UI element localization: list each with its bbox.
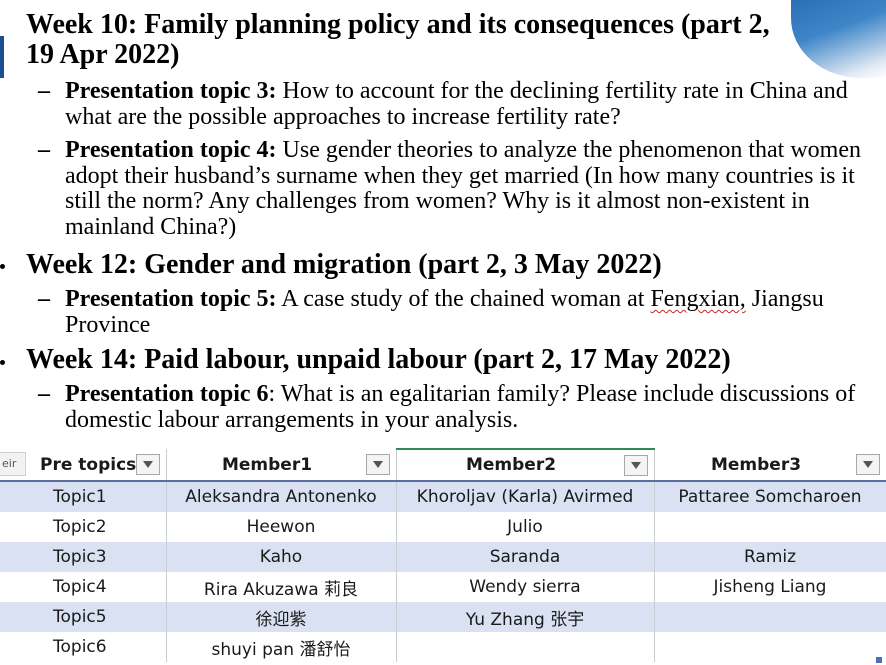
week10-heading-line1: Week 10: Family planning policy and its … [26,9,770,40]
spreadsheet-table: Pre topics Member1 Member2 Member3 Topic… [0,448,886,665]
table-cell[interactable] [654,512,886,542]
bullet-dash: – [38,381,50,407]
filter-dropdown-button[interactable] [136,454,160,475]
header-label: Member3 [710,454,802,475]
topic6-item: – Presentation topic 6: What is an egali… [38,381,878,433]
table-cell[interactable]: Pattaree Somcharoen [654,481,886,512]
topic5-label: Presentation topic 5: [65,286,277,312]
table-header-row: Pre topics Member1 Member2 Member3 [0,448,886,482]
week10-heading: Week 10: Family planning policy and its … [26,10,770,70]
week10-heading-line2: 19 Apr 2022) [26,39,180,70]
table-cell[interactable]: Wendy sierra [396,572,655,602]
table-cell[interactable] [654,602,886,632]
table-cell[interactable]: Topic1 [0,481,167,512]
week14-heading: Week 14: Paid labour, unpaid labour (par… [26,344,731,375]
table-cell[interactable] [654,632,886,662]
topic4-text: Use gender theories to analyze the pheno… [65,137,862,240]
table-cell[interactable]: Topic3 [0,542,167,572]
table-cell[interactable]: Kaho [166,542,397,572]
week14-bullet [0,360,5,365]
week12-heading: Week 12: Gender and migration (part 2, 3… [26,249,662,280]
topic4-item: – Presentation topic 4: Use gender theor… [38,137,878,240]
week12-bullet [0,264,5,269]
table-cell[interactable]: Rira Akuzawa 莉良 [166,572,397,602]
side-tooltip: eir [0,452,26,476]
topic6-text: : What is an egalitarian family? Please … [65,381,856,433]
table-cell[interactable]: Jisheng Liang [654,572,886,602]
header-label: Member1 [221,454,313,475]
table-cell[interactable]: Topic4 [0,572,167,602]
table-cell[interactable]: Khoroljav (Karla) Avirmed [396,481,655,512]
table-cell[interactable]: Saranda [396,542,655,572]
filter-dropdown-button[interactable] [365,454,390,475]
topic4-label: Presentation topic 4: [65,137,277,163]
table-cell[interactable]: Topic2 [0,512,167,542]
topic3-label: Presentation topic 3: [65,78,277,104]
topic5-item: – Presentation topic 5: A case study of … [38,286,878,338]
table-cell[interactable]: Topic5 [0,602,167,632]
table-cell[interactable]: shuyi pan 潘舒怡 [166,632,397,662]
topic5-text: A case study of the chained woman at [276,286,651,312]
header-member3[interactable]: Member3 [654,449,886,482]
table-row: Topic4 Rira Akuzawa 莉良 Wendy sierra Jish… [0,572,886,602]
topics-table: Pre topics Member1 Member2 Member3 Topic… [0,448,886,662]
slide-edge-bar [0,36,4,78]
bullet-dash: – [38,78,50,104]
spellcheck-underlined-word: Fengxian, [650,286,746,312]
filter-dropdown-button[interactable] [855,454,880,475]
table-row: Topic1 Aleksandra Antonenko Khoroljav (K… [0,481,886,512]
topic6-label: Presentation topic 6 [65,381,269,407]
filter-dropdown-button[interactable] [623,455,648,476]
table-row: Topic3 Kaho Saranda Ramiz [0,542,886,572]
topic5-text-end: Jiangsu Province [65,286,824,338]
topic3-item: – Presentation topic 3: How to account f… [38,78,878,130]
table-cell[interactable]: Topic6 [0,632,167,662]
table-row: Topic5 徐迎紫 Yu Zhang 张宇 [0,602,886,632]
topic3-text: How to account for the declining fertili… [65,78,848,130]
table-cell[interactable]: Julio [396,512,655,542]
header-pre-topics[interactable]: Pre topics [0,449,167,482]
table-cell[interactable]: Yu Zhang 张宇 [396,602,655,632]
table-cell[interactable] [396,632,655,662]
table-row: Topic2 Heewon Julio [0,512,886,542]
table-cell[interactable]: 徐迎紫 [166,602,397,632]
table-cell[interactable]: Ramiz [654,542,886,572]
header-label: Member2 [465,455,557,475]
header-member1[interactable]: Member1 [166,449,397,482]
header-member2[interactable]: Member2 [396,448,655,482]
header-label: Pre topics [40,454,137,475]
bullet-dash: – [38,137,50,163]
table-cell[interactable]: Heewon [166,512,397,542]
table-cell[interactable]: Aleksandra Antonenko [166,481,397,512]
table-row: Topic6 shuyi pan 潘舒怡 [0,632,886,662]
bullet-dash: – [38,286,50,312]
fill-handle[interactable] [876,657,882,663]
slide-corner-decoration [791,0,886,78]
